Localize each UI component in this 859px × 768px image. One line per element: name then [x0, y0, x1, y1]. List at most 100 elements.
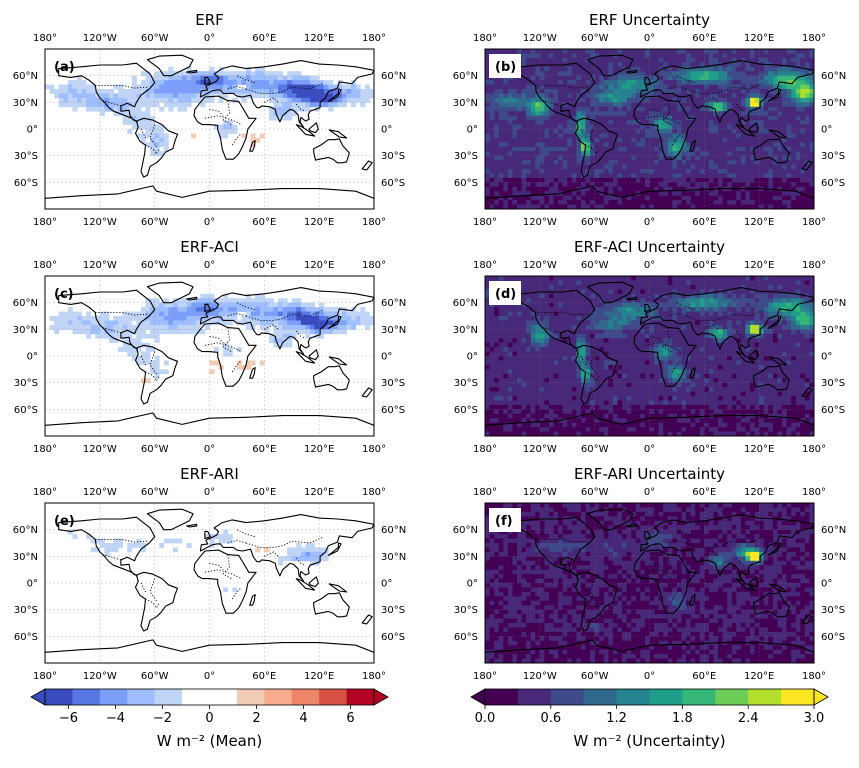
map-cell: [553, 57, 559, 63]
map-cell: [503, 329, 509, 335]
map-cell: [140, 320, 146, 326]
map-cell: [485, 342, 490, 348]
map-cell: [612, 84, 618, 90]
map-cell: [727, 89, 733, 94]
map-cell: [127, 120, 133, 125]
map-cell: [287, 97, 293, 103]
map-cell: [558, 129, 564, 134]
map-cell: [571, 137, 577, 143]
map-cell: [786, 71, 792, 77]
map-cell: [562, 387, 568, 392]
map-cell: [548, 111, 554, 117]
map-cell: [535, 204, 541, 209]
map-cell: [535, 422, 541, 428]
map-cell: [681, 53, 687, 59]
map-cell: [544, 106, 550, 112]
map-cell: [804, 173, 810, 179]
map-cell: [567, 62, 573, 68]
lat-tick-right: 30°S: [381, 151, 405, 162]
map-cell: [507, 338, 513, 344]
map-cell: [622, 311, 628, 317]
map-cell: [681, 142, 687, 148]
map-cell: [328, 89, 334, 94]
map-cell: [622, 404, 628, 410]
map-cell: [526, 191, 532, 197]
map-cell: [507, 115, 513, 121]
map-cell: [754, 57, 760, 63]
map-cell: [695, 182, 701, 188]
map-cell: [539, 111, 545, 117]
map-cell: [622, 427, 628, 432]
map-cell: [516, 418, 522, 424]
map-cell: [800, 204, 806, 209]
map-cell: [599, 49, 605, 54]
map-cell: [722, 160, 728, 165]
map-cell: [562, 364, 568, 370]
map-cell: [223, 133, 229, 139]
map-cell: [558, 293, 564, 299]
map-cell: [695, 102, 701, 108]
map-cell: [521, 342, 527, 348]
map-cell: [539, 124, 545, 130]
map-cell: [576, 169, 582, 174]
map-cell: [704, 84, 710, 90]
map-cell: [786, 160, 792, 165]
map-cell: [695, 115, 701, 121]
map-cell: [795, 137, 801, 143]
map-cell: [599, 289, 605, 295]
map-cell: [617, 333, 623, 339]
map-cell: [654, 53, 660, 59]
map-cell: [282, 302, 288, 308]
map-cell: [740, 80, 746, 85]
map-cell: [631, 177, 637, 183]
map-cell: [695, 80, 701, 85]
map-cell: [282, 106, 288, 112]
map-cell: [214, 80, 220, 85]
map-cell: [667, 62, 673, 68]
map-cell: [704, 62, 710, 68]
map-cell: [754, 102, 760, 108]
map-cell: [763, 137, 769, 143]
map-cell: [127, 316, 133, 321]
map-cell: [544, 124, 550, 130]
map-cell: [268, 307, 274, 312]
map-cell: [667, 182, 673, 188]
map-cell: [539, 106, 545, 112]
map-cell: [553, 89, 559, 94]
map-cell: [663, 120, 669, 125]
map-cell: [580, 338, 586, 344]
map-cell: [663, 57, 669, 63]
map-cell: [548, 382, 554, 388]
map-cell: [759, 155, 765, 161]
map-cell: [177, 311, 183, 317]
map-cell: [599, 373, 605, 379]
map-cell: [612, 413, 618, 419]
map-cell: [67, 80, 73, 85]
map-cell: [695, 124, 701, 130]
map-cell: [163, 97, 169, 103]
map-cell: [150, 360, 156, 366]
map-cell: [558, 177, 564, 183]
map-cell: [278, 106, 284, 112]
map-cell: [182, 89, 188, 94]
map-cell: [690, 89, 696, 94]
map-cell: [131, 338, 137, 344]
map-cell: [754, 182, 760, 188]
map-cell: [516, 422, 522, 428]
map-cell: [580, 347, 586, 352]
map-cell: [576, 124, 582, 130]
map-cell: [562, 311, 568, 317]
map-cell: [686, 57, 692, 63]
map-cell: [617, 276, 623, 281]
map-cell: [503, 133, 509, 139]
map-cell: [690, 53, 696, 59]
map-cell: [195, 93, 201, 99]
map-cell: [182, 329, 188, 335]
map-cell: [145, 378, 151, 384]
map-cell: [809, 204, 814, 209]
map-cell: [576, 293, 582, 299]
map-cell: [95, 97, 101, 103]
panels: ERF180°180°120°W120°W60°W60°W0°0°60°E60°…: [13, 11, 846, 682]
coastline: [626, 69, 638, 74]
map-cell: [118, 320, 124, 326]
